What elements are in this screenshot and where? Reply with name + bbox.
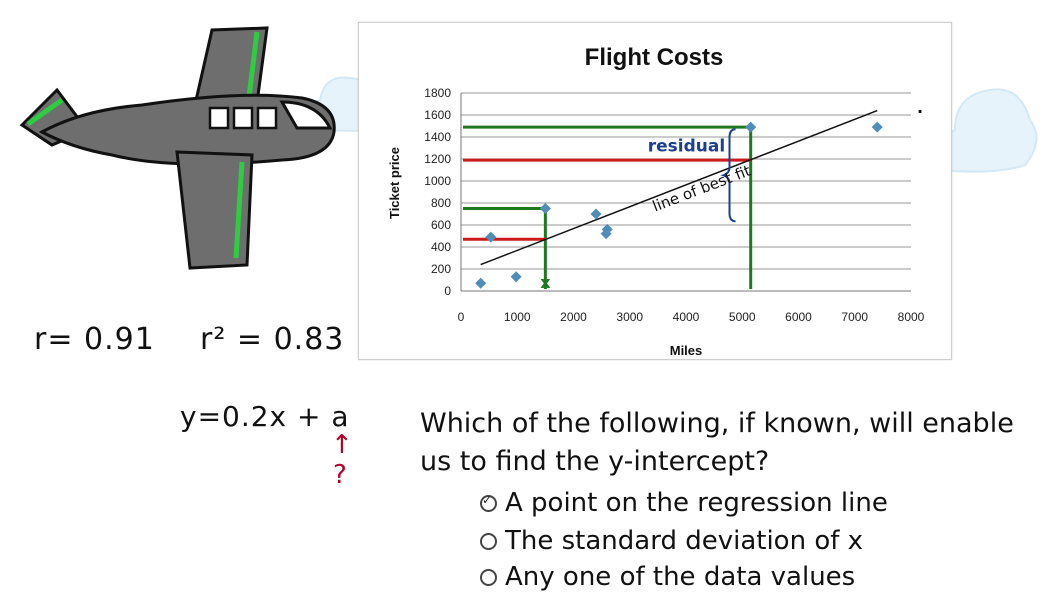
data-point xyxy=(539,203,551,214)
y-tick-label: 1400 xyxy=(424,130,451,144)
chart-title: Flight Costs xyxy=(585,44,724,71)
y-tick-label: 1800 xyxy=(424,86,451,100)
quiz-question-line-2: us to find the y-intercept? xyxy=(420,446,770,477)
y-axis-label: Ticket price xyxy=(387,147,402,219)
y-tick-label: 1200 xyxy=(424,152,451,166)
x-tick-label: 0 xyxy=(458,310,465,324)
data-point xyxy=(601,223,613,235)
radio-icon[interactable] xyxy=(480,568,497,586)
y-tick-label: 800 xyxy=(431,196,451,210)
y-tick-label: 1000 xyxy=(424,174,451,188)
y-tick-label: 600 xyxy=(431,218,451,232)
quiz-question-line-1: Which of the following, if known, will e… xyxy=(420,408,1014,439)
quiz-option-label: The standard deviation of x xyxy=(505,526,864,556)
data-point xyxy=(871,121,883,133)
x-tick-label: 2000 xyxy=(560,310,587,324)
data-point xyxy=(475,277,487,289)
y-tick-label: 0 xyxy=(444,284,451,298)
quiz-option-2[interactable]: The standard deviation of x xyxy=(480,526,863,556)
quiz-option-1[interactable]: A point on the regression line xyxy=(480,488,888,518)
quiz-option-3[interactable]: Any one of the data values xyxy=(480,562,855,592)
x-tick-label: 6000 xyxy=(785,310,812,324)
airplane-illustration xyxy=(19,26,336,270)
best-fit-line xyxy=(480,109,878,266)
y-tick-label: 400 xyxy=(431,240,451,254)
data-point xyxy=(590,208,602,220)
quiz-option-label: Any one of the data values xyxy=(505,562,856,592)
x-tick-label: 5000 xyxy=(729,310,756,324)
cloud-right xyxy=(938,88,1038,173)
y-tick-label: 200 xyxy=(431,262,451,276)
data-point xyxy=(745,121,757,133)
x-tick-label: 3000 xyxy=(616,310,643,324)
x-tick-label: 8000 xyxy=(898,310,925,324)
chart-panel: Flight Costs Ticket price Miles 0 200 400 6… xyxy=(358,22,952,360)
y-tick-label: 1600 xyxy=(424,108,451,122)
stray-dot: . xyxy=(917,98,923,117)
quiz-option-label: A point on the regression line xyxy=(505,488,888,518)
x-mark-annotation: x xyxy=(540,273,551,292)
r-value: r= 0.91 xyxy=(34,322,155,357)
question-mark: ? xyxy=(333,460,347,490)
best-fit-annotation: line of best fit xyxy=(650,162,753,216)
r-squared-value: r² = 0.83 xyxy=(200,322,345,357)
x-tick-label: 7000 xyxy=(841,310,868,324)
up-arrow-icon: ↑ xyxy=(331,430,353,460)
data-point xyxy=(485,231,497,243)
data-point xyxy=(510,271,522,283)
residual-brace xyxy=(720,128,736,223)
x-tick-label: 1000 xyxy=(504,310,531,324)
flight-costs-chart: Flight Costs Ticket price Miles 0 200 400 6… xyxy=(387,44,925,358)
residual-annotation: residual xyxy=(648,136,725,156)
x-axis-label: Miles xyxy=(670,343,703,358)
x-tick-label: 4000 xyxy=(673,310,700,324)
regression-equation: y=0.2x + a xyxy=(180,400,350,433)
checked-radio-icon[interactable] xyxy=(480,493,497,512)
radio-icon[interactable] xyxy=(480,532,497,550)
